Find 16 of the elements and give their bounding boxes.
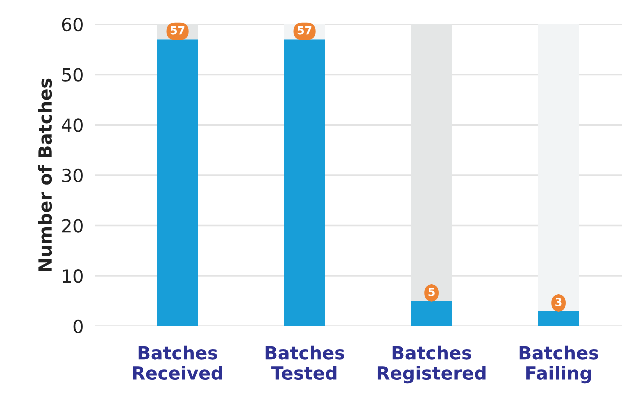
x-tick-label: Batches Failing <box>520 346 599 384</box>
x-tick-label: Batches Tested <box>266 346 345 380</box>
y-axis-title: Number of Batches <box>38 78 52 272</box>
data-label: 5 <box>428 288 435 296</box>
y-tick-label: 20 <box>62 219 83 233</box>
x-tick-label: Batches Received <box>133 346 222 380</box>
y-tick-label: 10 <box>63 270 83 284</box>
y-tick-label: 0 <box>74 320 83 334</box>
data-label: 57 <box>298 26 312 35</box>
y-tick-label: 50 <box>62 68 83 82</box>
data-label: 3 <box>556 298 562 306</box>
y-tick-label: 40 <box>62 118 83 132</box>
y-tick-label: 60 <box>62 18 83 32</box>
data-label: 57 <box>170 26 185 35</box>
y-tick-label: 30 <box>62 168 83 183</box>
x-tick-label: Batches Registered <box>378 346 486 384</box>
